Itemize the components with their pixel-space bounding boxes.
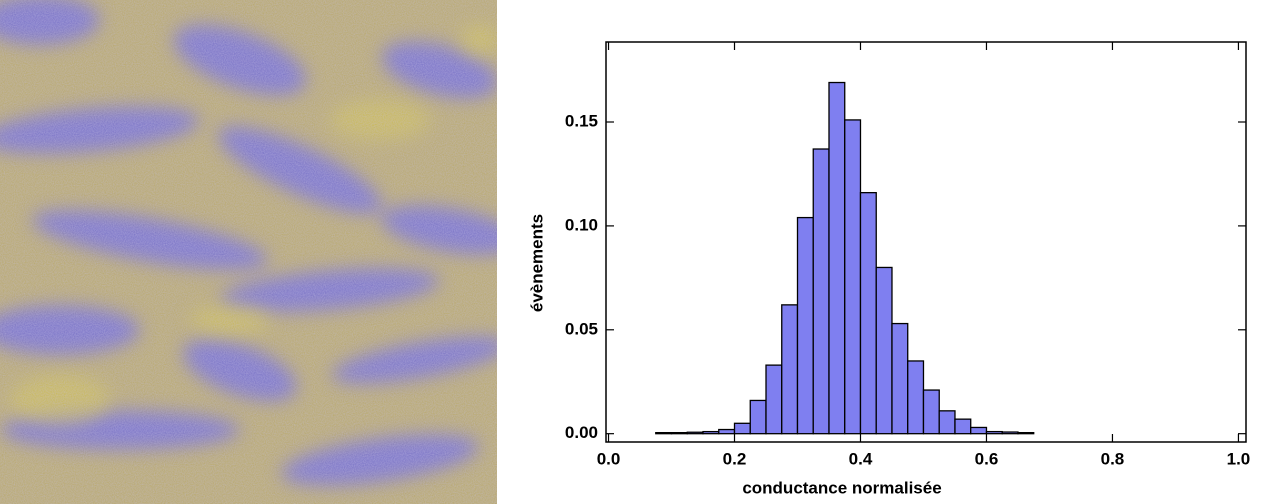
x-tick-label: 0.4: [849, 449, 873, 468]
bar: [907, 360, 925, 435]
bar: [796, 216, 814, 435]
y-tick-label: 0.05: [565, 319, 598, 338]
bar: [765, 364, 783, 435]
bar: [733, 422, 751, 435]
bar: [670, 431, 688, 435]
x-tick-label: 1.0: [1227, 449, 1251, 468]
bar: [970, 426, 988, 435]
y-axis-label: évènements: [527, 214, 546, 312]
surface-image: [0, 0, 497, 504]
bar: [781, 304, 799, 435]
bar: [1001, 431, 1019, 435]
x-tick-label: 0.8: [1101, 449, 1125, 468]
x-tick-label: 0.0: [597, 449, 621, 468]
bar: [1017, 431, 1035, 435]
bar: [812, 148, 830, 435]
bar: [859, 191, 877, 435]
bar: [938, 410, 956, 435]
bar: [922, 389, 940, 435]
y-tick-label: 0.10: [565, 215, 598, 234]
bar: [844, 119, 862, 435]
bar: [828, 81, 846, 435]
bar: [655, 431, 673, 435]
y-tick-label: 0.00: [565, 423, 598, 442]
x-tick-label: 0.2: [723, 449, 747, 468]
bar: [954, 418, 972, 435]
bar: [718, 428, 736, 435]
x-axis-label: conductance normalisée: [742, 478, 941, 497]
bar: [891, 322, 909, 435]
bar: [702, 430, 720, 435]
bar: [749, 399, 767, 435]
bar: [875, 266, 893, 435]
x-tick-label: 0.6: [975, 449, 999, 468]
y-tick-label: 0.15: [565, 111, 598, 130]
plot-frame: [605, 41, 1247, 443]
bar: [686, 431, 704, 435]
bar: [985, 430, 1003, 435]
